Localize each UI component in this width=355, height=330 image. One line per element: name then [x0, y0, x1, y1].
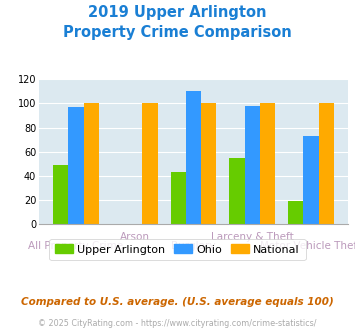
- Text: Property Crime Comparison: Property Crime Comparison: [63, 25, 292, 40]
- Text: © 2025 CityRating.com - https://www.cityrating.com/crime-statistics/: © 2025 CityRating.com - https://www.city…: [38, 319, 317, 328]
- Bar: [170, 172, 186, 224]
- Text: Burglary: Burglary: [171, 241, 216, 251]
- Bar: [69, 107, 84, 224]
- Bar: [84, 103, 99, 224]
- Bar: [318, 103, 334, 224]
- Text: Motor Vehicle Theft: Motor Vehicle Theft: [260, 241, 355, 251]
- Text: Arson: Arson: [120, 232, 150, 242]
- Bar: [303, 136, 318, 224]
- Bar: [229, 158, 245, 224]
- Bar: [142, 103, 158, 224]
- Bar: [201, 103, 217, 224]
- Bar: [260, 103, 275, 224]
- Text: Larceny & Theft: Larceny & Theft: [211, 232, 294, 242]
- Bar: [186, 91, 201, 224]
- Bar: [245, 106, 260, 224]
- Bar: [288, 201, 303, 224]
- Text: Compared to U.S. average. (U.S. average equals 100): Compared to U.S. average. (U.S. average …: [21, 297, 334, 307]
- Text: 2019 Upper Arlington: 2019 Upper Arlington: [88, 5, 267, 20]
- Legend: Upper Arlington, Ohio, National: Upper Arlington, Ohio, National: [49, 239, 306, 260]
- Bar: [53, 165, 69, 224]
- Text: All Property Crime: All Property Crime: [28, 241, 124, 251]
